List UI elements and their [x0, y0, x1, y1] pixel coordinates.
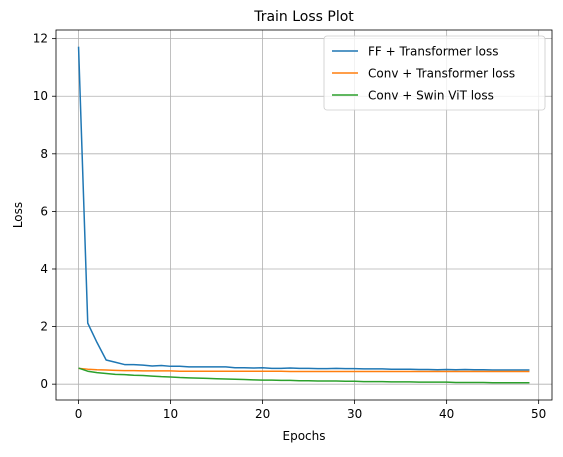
y-tick-label: 0 — [40, 377, 48, 391]
legend-label-0: FF + Transformer loss — [368, 45, 499, 59]
y-tick-label: 10 — [33, 89, 48, 103]
series-line-2 — [78, 367, 530, 384]
y-tick-label: 12 — [33, 32, 48, 46]
x-axis-label: Epochs — [283, 429, 326, 443]
legend: FF + Transformer loss Conv + Transformer … — [323, 35, 546, 111]
axis-ticks: 0 10 20 30 40 50 0 2 4 6 8 10 12 — [33, 32, 547, 421]
y-axis-label: Loss — [11, 202, 25, 228]
x-tick-label: 40 — [439, 407, 454, 421]
series-line-0 — [77, 46, 530, 371]
chart-title: Train Loss Plot — [253, 9, 354, 25]
y-tick-label: 4 — [40, 262, 48, 276]
x-tick-label: 30 — [347, 407, 362, 421]
legend-box — [323, 35, 546, 111]
series-lines — [77, 46, 530, 384]
legend-label-1: Conv + Transformer loss — [368, 67, 515, 81]
x-tick-label: 0 — [75, 407, 83, 421]
x-tick-label: 50 — [531, 407, 546, 421]
y-tick-label: 8 — [40, 147, 48, 161]
plot-frame — [55, 29, 553, 401]
x-tick-label: 10 — [163, 407, 178, 421]
series-line-1 — [78, 367, 530, 373]
y-tick-label: 2 — [40, 320, 48, 334]
legend-label-2: Conv + Swin ViT loss — [368, 89, 494, 103]
grid — [56, 30, 552, 400]
x-tick-label: 20 — [255, 407, 270, 421]
y-tick-label: 6 — [40, 204, 48, 218]
